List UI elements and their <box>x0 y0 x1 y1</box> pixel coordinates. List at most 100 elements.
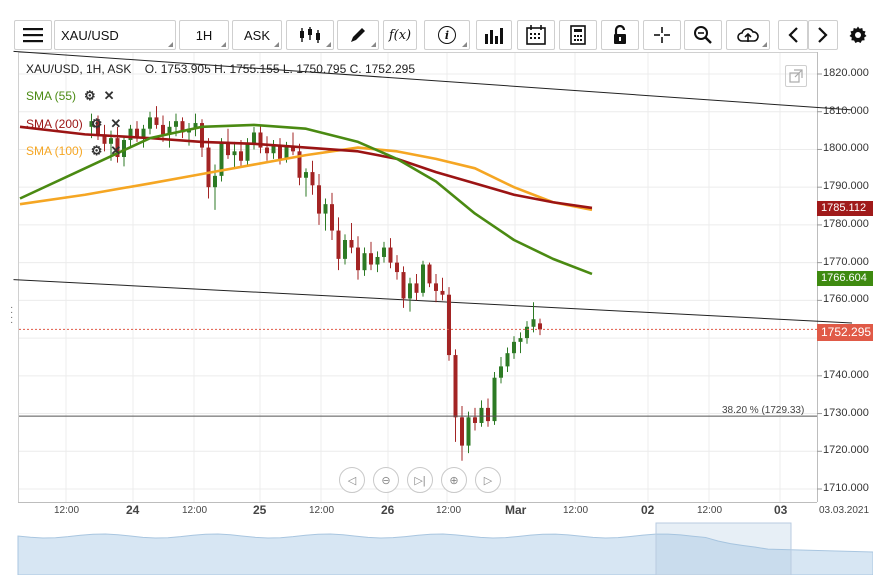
gear-icon[interactable]: ⚙ <box>84 88 96 103</box>
candle-body <box>336 230 341 259</box>
sma-55-line <box>19 123 593 276</box>
candle-body <box>239 151 243 161</box>
pan-right-button[interactable]: ▷ <box>475 467 501 493</box>
dropdown-corner-icon <box>462 42 467 47</box>
dropdown-corner-icon <box>221 42 226 47</box>
calculator-button[interactable] <box>559 20 597 50</box>
zoom-in-icon: ⊕ <box>449 474 459 487</box>
candle-body <box>291 145 295 152</box>
resize-handle[interactable]: · · · · <box>10 302 14 328</box>
reset-view-button[interactable]: ▷| <box>407 467 433 493</box>
candle-body <box>414 283 419 293</box>
drawing-tools-button[interactable] <box>337 20 379 50</box>
info-button[interactable]: i <box>424 20 470 50</box>
candle-body <box>434 283 438 291</box>
indicators-button[interactable]: f(x) <box>383 20 417 50</box>
crosshair-icon <box>654 27 670 43</box>
legend-sma-200[interactable]: SMA (200) ⚙ ✕ <box>26 116 129 132</box>
candle-body <box>447 294 451 356</box>
time-axis[interactable] <box>18 502 817 522</box>
candle-body <box>167 126 172 135</box>
toolbar: XAU/USD 1H ASK f(x) i <box>0 0 873 52</box>
menu-button[interactable] <box>14 20 52 50</box>
scroll-right-button[interactable] <box>808 20 838 50</box>
gear-icon[interactable]: ⚙ <box>90 143 103 158</box>
candle-body <box>382 247 386 257</box>
candle-body <box>213 175 217 188</box>
info-icon: i <box>438 26 456 44</box>
zoom-button[interactable] <box>684 20 722 50</box>
time-tick-label: 03.03.2021 <box>819 505 870 516</box>
candle-body <box>96 121 100 135</box>
price-tick-label: 1770.000 <box>823 255 869 268</box>
candle-body <box>453 355 458 418</box>
timeframe-selector[interactable]: 1H <box>179 20 229 50</box>
time-tick-label: 12:00 <box>436 505 462 516</box>
dropdown-corner-icon <box>168 42 173 47</box>
volume-button[interactable] <box>476 20 512 50</box>
candle-body <box>440 290 445 295</box>
gear-icon <box>849 26 867 43</box>
overlays <box>19 328 817 417</box>
zoom-controls: ◁ ⊖ ▷| ⊕ ▷ <box>339 467 509 493</box>
scroll-left-button[interactable] <box>778 20 808 50</box>
candle-body <box>395 262 399 273</box>
time-tick-label: 12:00 <box>54 505 80 516</box>
ohlc-low: L. 1750.795 <box>282 62 347 76</box>
legend-sma-100[interactable]: SMA (100) ⚙ ✕ <box>26 143 129 159</box>
chevron-left-icon <box>788 27 798 43</box>
zoom-out-button[interactable]: ⊖ <box>373 467 399 493</box>
price-type-selector[interactable]: ASK <box>232 20 282 50</box>
candle-body <box>369 253 373 265</box>
candle-body <box>141 128 146 139</box>
export-button[interactable] <box>726 20 770 50</box>
candle-body <box>161 124 165 135</box>
candle-body <box>362 253 367 271</box>
sma-55-price-badge: 1766.604 <box>817 271 873 286</box>
lock-button[interactable] <box>601 20 639 50</box>
candle-body <box>219 141 224 176</box>
pan-left-button[interactable]: ◁ <box>339 467 365 493</box>
popout-button[interactable] <box>785 65 807 87</box>
gear-icon[interactable]: ⚙ <box>90 116 103 131</box>
lock-icon <box>614 25 626 44</box>
candle-body <box>466 417 471 446</box>
time-tick-label: 24 <box>126 503 140 517</box>
legend-sma-55[interactable]: SMA (55) ⚙ ✕ <box>26 88 123 104</box>
close-icon[interactable]: ✕ <box>103 88 115 103</box>
candle-body <box>486 407 490 422</box>
settings-button[interactable] <box>843 20 873 50</box>
candle-body <box>232 151 237 156</box>
close-icon[interactable]: ✕ <box>110 143 122 158</box>
crosshair-button[interactable] <box>643 20 681 50</box>
candle-body <box>304 172 308 178</box>
legend-sma-55-label: SMA (55) <box>26 89 77 103</box>
symbol-label: XAU/USD <box>61 27 119 43</box>
chart-plot-area[interactable] <box>18 52 817 502</box>
calendar-icon <box>526 25 546 45</box>
candle-body <box>258 132 263 148</box>
ohlc-high: H. 1755.155 <box>214 62 280 76</box>
zoom-icon <box>694 26 712 44</box>
time-tick-label: 12:00 <box>563 505 589 516</box>
candle-body <box>278 145 282 159</box>
candle-body <box>408 283 412 299</box>
candle-body <box>531 319 536 327</box>
chart-type-button[interactable] <box>286 20 334 50</box>
candle-body <box>109 138 113 144</box>
trend-lines[interactable] <box>13 50 853 324</box>
calculator-icon <box>570 25 586 45</box>
candle-body <box>460 417 464 446</box>
close-icon[interactable]: ✕ <box>110 116 122 131</box>
zoom-in-button[interactable]: ⊕ <box>441 467 467 493</box>
symbol-selector[interactable]: XAU/USD <box>54 20 176 50</box>
candle-body <box>193 123 198 129</box>
candle-body <box>174 121 178 127</box>
candle-body <box>505 353 510 367</box>
time-tick-label: 12:00 <box>697 505 723 516</box>
calendar-button[interactable] <box>517 20 555 50</box>
candle-body <box>349 240 354 248</box>
candle-body <box>356 247 360 271</box>
time-tick-label: 03 <box>774 503 788 517</box>
